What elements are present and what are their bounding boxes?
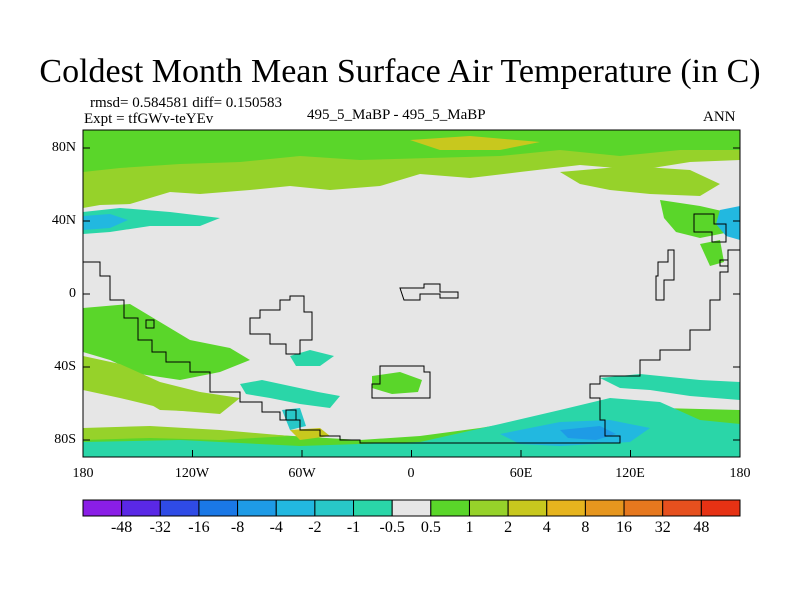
colorbar-swatch [82, 499, 123, 517]
y-tick-label: 0 [69, 286, 76, 301]
coastline-east-small [693, 213, 727, 243]
colorbar-swatch [159, 499, 200, 517]
colorbar-label: -2 [308, 519, 322, 536]
colorbar-label: 32 [654, 519, 671, 536]
south-cold-2 [240, 380, 340, 408]
season-label: ANN [703, 109, 736, 125]
south-warm-patch-3 [130, 392, 230, 412]
stats-text: rmsd= 0.584581 diff= 0.150583 [90, 95, 283, 111]
colorbar-label: -32 [149, 519, 171, 536]
x-tick-label: 180 [729, 466, 751, 481]
arctic-yellow-patch [410, 136, 540, 150]
y-tick-label: 40S [54, 359, 76, 374]
x-tick-label: 180 [72, 466, 94, 481]
colorbar-label: 16 [616, 519, 633, 536]
south-polar-deep-core [560, 426, 616, 440]
colorbar-swatch [198, 499, 239, 517]
y-tick-label: 80S [54, 432, 76, 447]
colorbar-label: -1 [346, 519, 361, 536]
colorbar-label: 2 [504, 519, 513, 536]
south-pacific-warm [83, 304, 250, 380]
colorbar-label: 1 [465, 519, 474, 536]
east-warm-strip [700, 240, 724, 266]
north-pacific-cold [83, 208, 220, 234]
arctic-warm-band-upper [83, 130, 740, 172]
colorbar-label: 48 [693, 519, 710, 536]
colorbar-swatch [700, 499, 741, 517]
colorbar-label: -4 [269, 519, 283, 536]
colorbar-swatch [275, 499, 316, 517]
colorbar-label: -16 [188, 519, 210, 536]
colorbar-swatch [584, 499, 625, 517]
y-tick-label: 80N [51, 140, 76, 155]
coastline-east-strip [655, 249, 675, 301]
colorbar-label: -0.5 [379, 519, 405, 536]
colorbar-swatch [121, 499, 161, 517]
coastline-small-2 [145, 319, 155, 329]
colorbar-swatch [546, 499, 586, 517]
siberia-warm [560, 166, 720, 196]
y-tick-label: 40N [51, 213, 76, 228]
colorbar-swatch [662, 499, 702, 517]
east-asia-warm [660, 200, 735, 238]
north-east-cold [716, 206, 740, 240]
central-south-warm [372, 372, 422, 394]
colorbar-label: 0.5 [420, 519, 441, 536]
coastline-small-3 [719, 259, 729, 267]
coastlines [83, 213, 740, 444]
colorbar [82, 499, 741, 517]
expt-label: Expt = tfGWv-teYEv [84, 111, 214, 127]
colorbar-swatch [623, 499, 664, 517]
southwest-warm-strip [83, 426, 290, 440]
x-tick-label: 60W [288, 466, 316, 481]
coastline-central-north [399, 283, 459, 301]
north-pacific-cold-core [83, 214, 128, 230]
east-pacific-cold [600, 374, 740, 400]
coastline-central-south [371, 365, 431, 399]
colorbar-swatch [468, 499, 509, 517]
x-ticks [82, 450, 741, 457]
coastline-west [83, 249, 740, 444]
coastline-west-island [249, 295, 313, 355]
chart-title: Coldest Month Mean Surface Air Temperatu… [39, 53, 761, 90]
y-ticks [83, 147, 740, 441]
colorbar-label: -8 [230, 519, 245, 536]
x-tick-label: 120E [615, 466, 645, 481]
colorbar-swatch [237, 499, 277, 517]
x-tick-label: 120W [174, 466, 210, 481]
x-tick-label: 60E [509, 466, 533, 481]
south-cold-1 [290, 350, 334, 366]
coastline-small-1 [285, 409, 297, 421]
anomaly-fields [83, 130, 740, 457]
colorbar-swatch [507, 499, 548, 517]
x-tick-label: 0 [407, 466, 415, 481]
colorbar-swatch [353, 499, 393, 517]
colorbar-swatch [391, 499, 432, 517]
colorbar-label: -48 [110, 519, 133, 536]
colorbar-swatch [314, 499, 355, 517]
colorbar-label: 8 [581, 519, 590, 536]
comparison-label: 495_5_MaBP - 495_5_MaBP [307, 107, 486, 123]
colorbar-label: 4 [542, 519, 551, 536]
colorbar-swatch [430, 499, 470, 517]
